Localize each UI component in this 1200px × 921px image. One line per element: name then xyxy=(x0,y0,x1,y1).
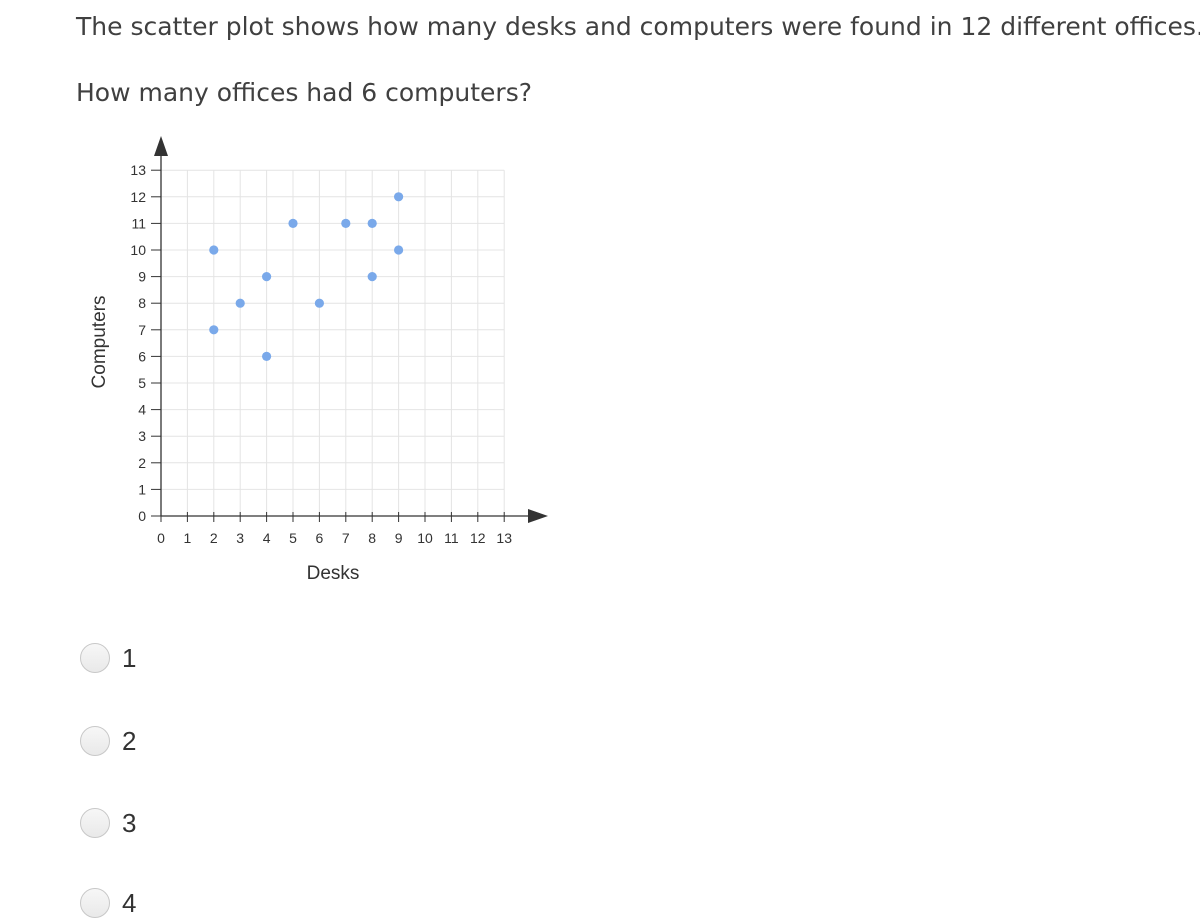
y-axis-arrow-icon xyxy=(154,136,168,156)
tick-marks xyxy=(151,169,505,522)
data-point xyxy=(262,351,272,361)
y-tick-label: 4 xyxy=(138,402,146,418)
x-tick-label: 1 xyxy=(184,530,192,546)
x-axis-label: Desks xyxy=(307,563,360,584)
answer-choice-2[interactable]: 2 xyxy=(80,723,136,759)
data-point xyxy=(341,218,351,228)
x-tick-label: 0 xyxy=(157,530,165,546)
y-tick-label: 0 xyxy=(138,508,146,524)
x-tick-label: 8 xyxy=(368,530,376,546)
y-tick-label: 13 xyxy=(130,162,146,178)
data-point xyxy=(235,298,245,308)
question-prompt-text: How many offices had 6 computers? xyxy=(76,78,533,107)
data-point xyxy=(209,245,219,255)
x-axis-arrow-icon xyxy=(528,509,548,523)
radio-button[interactable] xyxy=(80,808,110,838)
y-tick-label: 2 xyxy=(138,455,146,471)
y-tick-label: 8 xyxy=(138,295,146,311)
radio-button[interactable] xyxy=(80,888,110,918)
y-tick-label: 9 xyxy=(138,269,146,285)
question-intro-text: The scatter plot shows how many desks an… xyxy=(76,12,1200,41)
x-tick-label: 13 xyxy=(496,530,512,546)
x-tick-label: 4 xyxy=(263,530,271,546)
y-tick-label: 1 xyxy=(138,481,146,497)
x-tick-label: 2 xyxy=(210,530,218,546)
y-tick-label: 11 xyxy=(131,215,146,231)
y-tick-label: 12 xyxy=(130,189,146,205)
answer-choice-label: 4 xyxy=(122,887,137,918)
x-tick-label: 10 xyxy=(417,530,433,546)
y-axis-label: Computers xyxy=(89,296,110,389)
x-tick-label: 7 xyxy=(342,530,350,546)
answer-choice-3[interactable]: 3 xyxy=(80,805,136,841)
data-point xyxy=(288,218,298,228)
data-point xyxy=(394,245,404,255)
data-point xyxy=(394,192,404,202)
y-tick-label: 3 xyxy=(138,428,146,444)
answer-choice-1[interactable]: 1 xyxy=(80,640,136,676)
answer-choice-label: 2 xyxy=(122,725,137,756)
y-tick-label: 10 xyxy=(130,242,146,258)
x-tick-label: 6 xyxy=(316,530,324,546)
y-tick-label: 7 xyxy=(138,322,146,338)
x-tick-label: 5 xyxy=(289,530,297,546)
data-point xyxy=(367,272,377,282)
data-point xyxy=(367,218,377,228)
answer-choice-label: 1 xyxy=(122,642,137,673)
data-point xyxy=(314,298,324,308)
data-point xyxy=(209,325,219,335)
data-point xyxy=(262,272,272,282)
y-tick-label: 5 xyxy=(138,375,146,391)
answer-choice-label: 3 xyxy=(122,807,137,838)
x-tick-label: 3 xyxy=(236,530,244,546)
grid-lines xyxy=(161,169,505,516)
x-tick-label: 9 xyxy=(395,530,403,546)
x-tick-label: 12 xyxy=(470,530,486,546)
x-tick-label: 11 xyxy=(444,530,459,546)
y-tick-label: 6 xyxy=(138,348,146,364)
data-points xyxy=(209,192,404,361)
answer-choice-4[interactable]: 4 xyxy=(80,885,136,921)
radio-button[interactable] xyxy=(80,726,110,756)
radio-button[interactable] xyxy=(80,643,110,673)
